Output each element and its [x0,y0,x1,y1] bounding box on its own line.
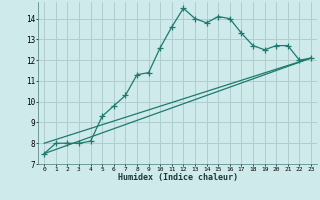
X-axis label: Humidex (Indice chaleur): Humidex (Indice chaleur) [118,173,238,182]
